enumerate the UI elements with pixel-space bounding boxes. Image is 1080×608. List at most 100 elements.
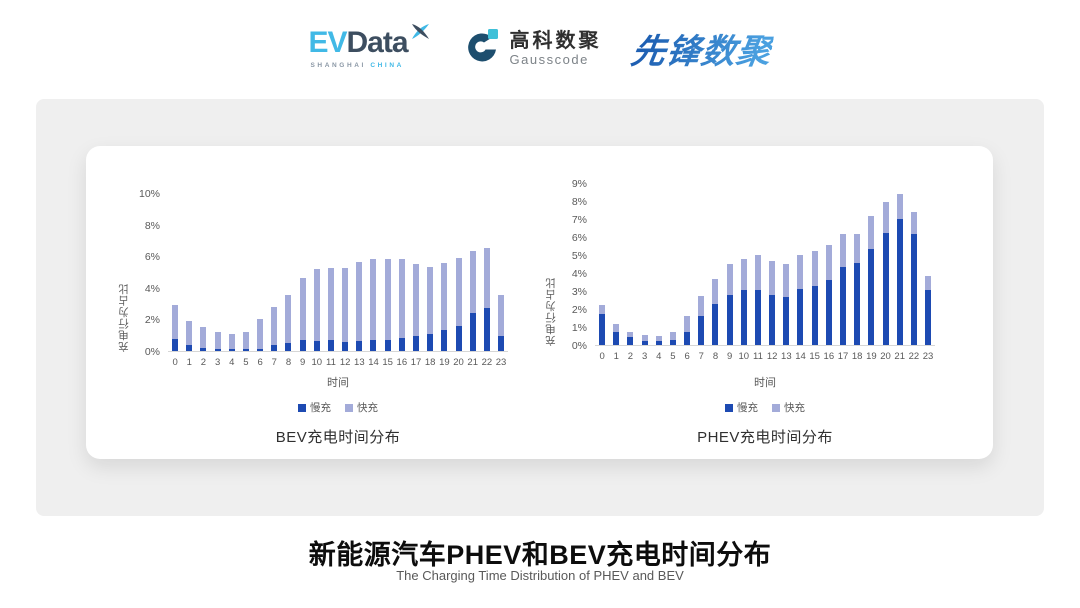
x-tick-label: 10 bbox=[738, 351, 750, 362]
x-tick-label: 0 bbox=[599, 351, 605, 362]
bar-segment-fast bbox=[455, 257, 462, 326]
bar-segment-fast bbox=[684, 316, 691, 332]
stacked-bar bbox=[726, 264, 733, 345]
bar-column-hour-16 bbox=[822, 184, 836, 345]
bar-segment-fast bbox=[854, 234, 861, 264]
x-tick-label: 6 bbox=[684, 351, 690, 362]
stacked-bar bbox=[299, 278, 306, 351]
bar-segment-fast bbox=[712, 279, 719, 304]
stacked-bar bbox=[698, 295, 705, 345]
x-tick-label: 17 bbox=[837, 351, 849, 362]
legend-label: 慢充 bbox=[310, 402, 331, 414]
evdata-logo: EV Data SHANGHAI CHINA bbox=[308, 24, 430, 69]
x-tick-label: 13 bbox=[354, 357, 365, 368]
x-tick-label: 16 bbox=[396, 357, 408, 368]
x-tick-label: 19 bbox=[439, 357, 450, 368]
bar-column-hour-6 bbox=[253, 194, 267, 351]
bar-segment-fast bbox=[342, 268, 349, 342]
legend-item-fast-charge: 快充 bbox=[772, 400, 805, 415]
bar-column-hour-12 bbox=[338, 194, 352, 351]
x-tick-label: 13 bbox=[781, 351, 792, 362]
y-tick-label: 9% bbox=[571, 178, 587, 190]
bar-segment-fast bbox=[669, 332, 676, 340]
bar-column-hour-21 bbox=[893, 184, 907, 345]
legend-marker-icon bbox=[345, 403, 353, 412]
bar-segment-slow bbox=[469, 313, 476, 351]
bar-segment-fast bbox=[882, 201, 889, 234]
bar-column-hour-15 bbox=[808, 184, 822, 345]
stacked-bar bbox=[655, 336, 662, 345]
evdata-shanghai-text: SHANGHAI bbox=[310, 62, 366, 69]
stacked-bar bbox=[384, 259, 391, 351]
stacked-bar bbox=[313, 268, 320, 351]
chart-legend: 慢充 快充 bbox=[168, 400, 508, 415]
bar-segment-fast bbox=[896, 193, 903, 219]
bar-segment-slow bbox=[498, 336, 505, 351]
x-tick-label: 21 bbox=[467, 357, 478, 368]
bar-segment-fast bbox=[441, 262, 448, 331]
header-logos: EV Data SHANGHAI CHINA 高科数聚 Gausscode bbox=[0, 24, 1080, 73]
bar-segment-fast bbox=[797, 255, 804, 290]
x-tick-label: 21 bbox=[894, 351, 905, 362]
bar-segment-slow bbox=[413, 336, 419, 351]
bar-segment-fast bbox=[641, 335, 648, 341]
x-tick-label: 6 bbox=[257, 357, 263, 368]
stacked-bar bbox=[740, 258, 747, 345]
bar-segment-fast bbox=[398, 258, 405, 339]
bar-column-hour-22 bbox=[480, 194, 494, 351]
bar-segment-slow bbox=[172, 339, 179, 351]
y-tick-label: 0% bbox=[571, 340, 587, 352]
stacked-bar bbox=[271, 306, 278, 351]
stacked-bar bbox=[754, 255, 761, 345]
bar-column-hour-8 bbox=[281, 194, 295, 351]
x-tick-label: 11 bbox=[326, 357, 336, 368]
bar-segment-fast bbox=[698, 295, 705, 317]
y-axis: 10% 8% 6% 4% 2% 0% bbox=[126, 189, 160, 358]
bar-column-hour-7 bbox=[267, 194, 281, 351]
bar-column-hour-0 bbox=[595, 184, 609, 345]
bar-segment-slow bbox=[384, 339, 391, 351]
bar-segment-fast bbox=[655, 336, 662, 341]
x-axis-label: 时间 bbox=[754, 377, 776, 389]
bar-column-hour-1 bbox=[182, 194, 196, 351]
x-tick-label: 2 bbox=[627, 351, 634, 362]
bar-segment-slow bbox=[797, 289, 804, 345]
bar-column-hour-18 bbox=[850, 184, 864, 345]
plot-area bbox=[595, 184, 935, 346]
bar-segment-slow bbox=[327, 339, 334, 351]
bar-segment-fast bbox=[214, 332, 221, 350]
bar-column-hour-3 bbox=[211, 194, 225, 351]
stacked-bar bbox=[783, 264, 790, 345]
bar-segment-slow bbox=[769, 294, 776, 345]
x-tick-label: 10 bbox=[311, 357, 323, 368]
bar-segment-fast bbox=[257, 319, 264, 349]
bar-segment-slow bbox=[641, 340, 648, 345]
bar-segment-fast bbox=[242, 332, 249, 350]
x-tick-label: 16 bbox=[823, 351, 835, 362]
bar-segment-slow bbox=[214, 349, 221, 351]
legend-item-fast-charge: 快充 bbox=[345, 400, 378, 415]
stacked-bar bbox=[669, 332, 676, 345]
gausscode-wordmark: 高科数聚 Gausscode bbox=[510, 30, 602, 67]
bar-segment-fast bbox=[228, 333, 235, 350]
stacked-bar bbox=[356, 261, 363, 351]
legend-item-slow-charge: 慢充 bbox=[725, 400, 758, 415]
bar-column-hour-20 bbox=[451, 194, 465, 351]
bar-column-hour-7 bbox=[694, 184, 708, 345]
bar-segment-slow bbox=[712, 303, 719, 345]
xianfeng-shuju-logo: 先锋数聚 bbox=[628, 24, 776, 73]
chart-title: BEV充电时间分布 bbox=[275, 429, 401, 446]
bar-column-hour-13 bbox=[352, 194, 366, 351]
y-tick-label: 2% bbox=[571, 304, 587, 316]
bar-segment-fast bbox=[384, 259, 391, 340]
bar-column-hour-12 bbox=[765, 184, 779, 345]
page-title: 新能源汽车PHEV和BEV充电时间分布 bbox=[308, 540, 772, 570]
bar-segment-slow bbox=[342, 341, 349, 351]
x-tick-label: 3 bbox=[641, 351, 648, 362]
stacked-bar bbox=[599, 304, 606, 345]
y-tick-label: 8% bbox=[144, 219, 160, 232]
bar-column-hour-16 bbox=[395, 194, 409, 351]
y-tick-label: 1% bbox=[571, 322, 587, 334]
bar-segment-slow bbox=[186, 345, 193, 351]
bar-column-hour-14 bbox=[793, 184, 807, 345]
